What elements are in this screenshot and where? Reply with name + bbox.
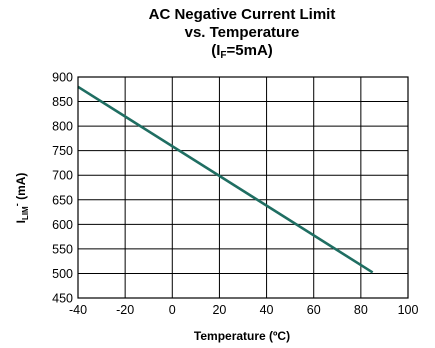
x-tick-label: 80 [354, 303, 368, 317]
x-tick-label: -40 [69, 303, 87, 317]
x-tick-label: 40 [260, 303, 274, 317]
y-tick-label: 450 [52, 292, 73, 306]
y-tick-label: 750 [52, 144, 73, 158]
plot-frame [77, 76, 409, 299]
chart-title-line2: vs. Temperature [184, 24, 300, 41]
x-tick-labels: -40 -20 0 20 40 60 80 100 [69, 303, 419, 317]
series-layer [77, 85, 374, 274]
series-line [77, 85, 374, 274]
y-label-subscript: LIM [21, 206, 30, 220]
title-cond-subscript: F [220, 50, 227, 61]
y-axis-label: ILIM- (mA) [12, 173, 30, 224]
y-tick-label: 500 [52, 267, 73, 281]
y-tick-label: 700 [52, 169, 73, 183]
y-tick-label: 800 [52, 120, 73, 134]
y-tick-label: 550 [52, 242, 73, 256]
x-tick-label: 100 [398, 303, 419, 317]
y-label-prefix: I [14, 220, 28, 223]
x-axis-label: Temperature (ºC) [194, 329, 290, 343]
chart-title-line3: (IF=5mA) [82, 42, 402, 65]
chart-title-line1: AC Negative Current Limit [148, 6, 336, 23]
x-tick-label: 0 [169, 303, 176, 317]
y-tick-label: 650 [52, 193, 73, 207]
title-cond-suffix: =5mA) [226, 42, 273, 59]
y-tick-label: 600 [52, 218, 73, 232]
y-tick-label: 850 [52, 95, 73, 109]
y-tick-labels: 450 500 550 600 650 700 750 800 850 900 [52, 71, 73, 306]
title-cond-prefix: (I [211, 42, 221, 59]
x-tick-label: 20 [212, 303, 226, 317]
x-tick-label: 60 [307, 303, 321, 317]
y-tick-label: 900 [52, 71, 73, 85]
y-label-suffix: (mA) [14, 173, 28, 204]
y-label-superscript: - [12, 203, 22, 206]
x-tick-label: -20 [116, 303, 134, 317]
